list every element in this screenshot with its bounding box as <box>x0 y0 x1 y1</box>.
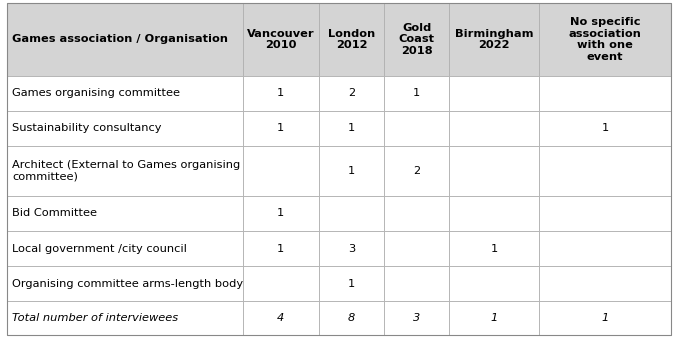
Bar <box>7 266 243 301</box>
Bar <box>243 196 319 231</box>
Bar <box>539 196 671 231</box>
Bar <box>243 111 319 146</box>
Bar <box>7 111 243 146</box>
Bar <box>243 146 319 196</box>
Bar <box>384 301 450 335</box>
Text: London
2012: London 2012 <box>328 29 375 50</box>
Bar <box>450 301 539 335</box>
Bar <box>319 146 384 196</box>
Text: 1: 1 <box>413 88 420 98</box>
Bar <box>319 76 384 111</box>
Text: 1: 1 <box>348 166 355 176</box>
Text: Gold
Coast
2018: Gold Coast 2018 <box>399 23 435 56</box>
Bar <box>7 231 243 266</box>
Bar <box>7 146 243 196</box>
Bar <box>539 301 671 335</box>
Bar <box>384 146 450 196</box>
Bar <box>450 266 539 301</box>
Bar <box>539 3 671 76</box>
Bar <box>7 76 243 111</box>
Text: Architect (External to Games organising
committee): Architect (External to Games organising … <box>12 160 241 182</box>
Bar <box>539 231 671 266</box>
Text: 3: 3 <box>348 244 355 254</box>
Bar <box>384 111 450 146</box>
Text: 1: 1 <box>277 209 285 218</box>
Bar <box>450 231 539 266</box>
Text: 3: 3 <box>413 313 420 323</box>
Bar <box>7 301 243 335</box>
Bar <box>450 196 539 231</box>
Bar <box>384 231 450 266</box>
Text: Games association / Organisation: Games association / Organisation <box>12 34 228 45</box>
Bar <box>7 196 243 231</box>
Text: Local government /city council: Local government /city council <box>12 244 187 254</box>
Bar <box>539 76 671 111</box>
Text: 1: 1 <box>277 123 285 133</box>
Bar <box>384 266 450 301</box>
Bar <box>450 111 539 146</box>
Text: 1: 1 <box>348 123 355 133</box>
Text: Games organising committee: Games organising committee <box>12 88 180 98</box>
Text: 1: 1 <box>601 123 609 133</box>
Bar <box>384 196 450 231</box>
Text: Bid Committee: Bid Committee <box>12 209 97 218</box>
Text: 2: 2 <box>413 166 420 176</box>
Bar <box>384 3 450 76</box>
Bar <box>7 3 243 76</box>
Text: 2: 2 <box>348 88 355 98</box>
Bar <box>450 3 539 76</box>
Bar <box>319 3 384 76</box>
Bar <box>539 111 671 146</box>
Bar <box>319 266 384 301</box>
Text: 1: 1 <box>348 279 355 289</box>
Text: 1: 1 <box>490 313 498 323</box>
Bar <box>450 76 539 111</box>
Bar <box>319 196 384 231</box>
Text: Total number of interviewees: Total number of interviewees <box>12 313 178 323</box>
Bar <box>243 3 319 76</box>
Bar <box>319 231 384 266</box>
Text: 1: 1 <box>277 88 285 98</box>
Bar <box>384 76 450 111</box>
Text: 4: 4 <box>277 313 285 323</box>
Bar <box>319 301 384 335</box>
Text: Vancouver
2010: Vancouver 2010 <box>247 29 315 50</box>
Text: 1: 1 <box>277 244 285 254</box>
Bar <box>243 301 319 335</box>
Text: Sustainability consultancy: Sustainability consultancy <box>12 123 162 133</box>
Bar <box>539 266 671 301</box>
Text: 8: 8 <box>348 313 355 323</box>
Text: 1: 1 <box>490 244 498 254</box>
Text: Organising committee arms-length body: Organising committee arms-length body <box>12 279 243 289</box>
Bar <box>243 231 319 266</box>
Bar <box>243 266 319 301</box>
Text: Birmingham
2022: Birmingham 2022 <box>455 29 534 50</box>
Bar <box>450 146 539 196</box>
Bar <box>319 111 384 146</box>
Text: No specific
association
with one
event: No specific association with one event <box>569 17 641 62</box>
Text: 1: 1 <box>601 313 609 323</box>
Bar <box>539 146 671 196</box>
Bar <box>243 76 319 111</box>
